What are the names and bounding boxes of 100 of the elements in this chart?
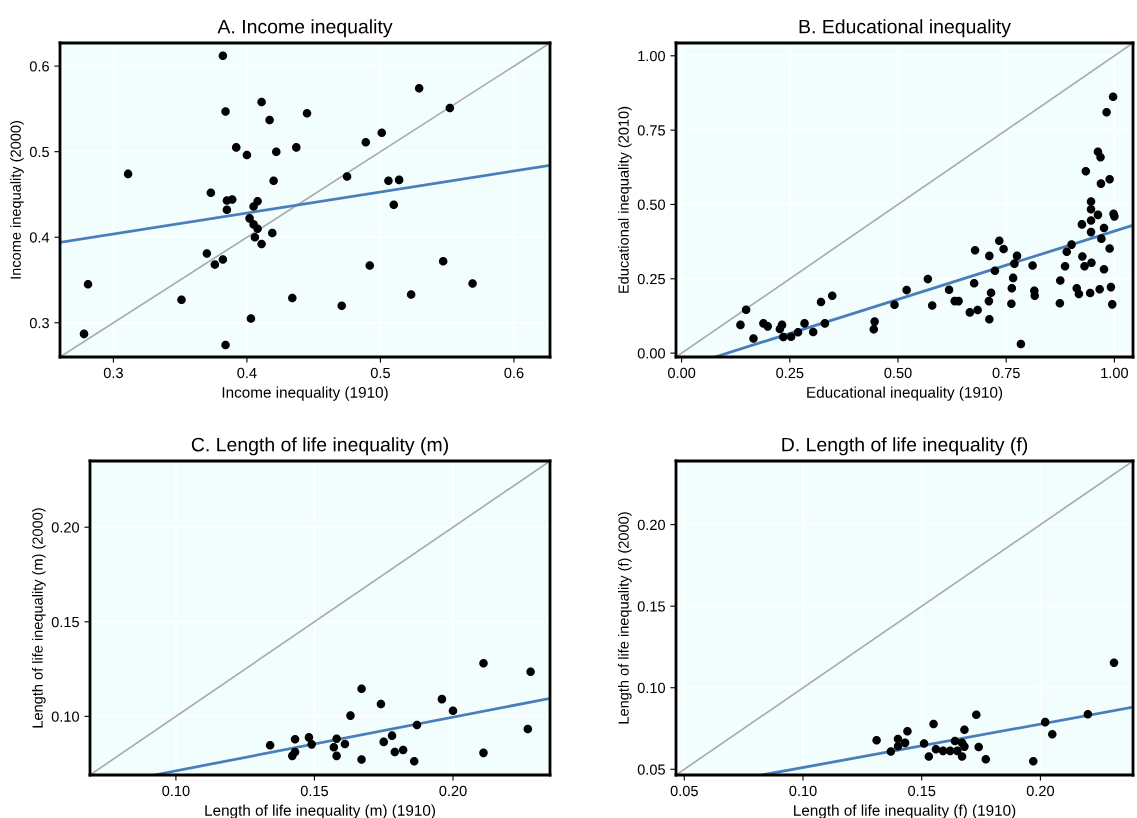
x-tick-label: 0.6: [504, 367, 524, 379]
point: [231, 143, 241, 152]
point: [1029, 757, 1038, 766]
point: [357, 755, 366, 764]
point: [886, 747, 896, 756]
x-axis-title: Income inequality (1910): [222, 386, 388, 401]
y-tick-label: 0.15: [51, 616, 79, 628]
point: [523, 724, 533, 734]
y-tick-label: 0.15: [637, 601, 665, 612]
y-tick-label: 0.3: [29, 317, 49, 329]
point: [384, 176, 393, 186]
point: [1109, 658, 1119, 668]
point: [972, 710, 981, 720]
y-tick-label: 0.20: [637, 519, 666, 531]
point: [903, 727, 912, 736]
point: [361, 137, 371, 147]
x-axis-title: Educational inequality (1910): [807, 386, 1003, 401]
point: [376, 699, 386, 709]
x-tick-label: 0.3: [103, 367, 123, 379]
point: [257, 97, 266, 107]
x-tick-label: 0.20: [1026, 785, 1055, 797]
point: [929, 719, 938, 729]
x-tick-label: 0.5: [370, 367, 390, 379]
x-tick-label: 0.25: [776, 367, 804, 379]
x-tick-label: 1.00: [1101, 367, 1129, 379]
point: [268, 228, 277, 238]
y-tick-label: 0.10: [637, 682, 666, 694]
point: [288, 293, 297, 303]
point: [893, 742, 903, 751]
x-tick-label: 0.75: [992, 367, 1020, 379]
x-tick-label: 0.15: [908, 785, 936, 797]
point: [479, 658, 488, 668]
y-tick-label: 0.6: [29, 61, 49, 72]
x-tick-label: 0.05: [670, 785, 698, 797]
chart-title: D. Length of life inequality (f): [782, 437, 1028, 456]
point: [438, 256, 448, 266]
point: [253, 224, 262, 233]
point: [292, 143, 301, 152]
point: [245, 214, 254, 223]
y-tick-label: 0.20: [51, 522, 80, 533]
y-tick-label: 0.75: [637, 125, 665, 136]
point: [1083, 709, 1093, 719]
point: [900, 738, 910, 748]
point: [210, 260, 220, 269]
point: [246, 314, 256, 323]
point: [265, 115, 274, 125]
x-tick-label: 0.4: [237, 367, 257, 379]
point: [379, 737, 389, 747]
y-tick-label: 0.00: [637, 348, 666, 359]
point: [960, 742, 969, 751]
point: [412, 720, 422, 730]
point: [222, 205, 232, 215]
y-axis-title: Educational inequality (2010): [618, 106, 632, 293]
point: [346, 711, 355, 720]
point: [414, 84, 424, 93]
point: [387, 731, 397, 740]
x-tick-label: 0.00: [668, 367, 696, 379]
y-tick-label: 0.10: [51, 711, 80, 722]
point: [872, 735, 881, 745]
point: [526, 667, 535, 676]
point: [250, 232, 260, 242]
point: [377, 128, 387, 138]
chart-title: A. Income inequality: [217, 19, 393, 38]
x-tick-label: 0.20: [439, 785, 467, 797]
y-axis-title: Length of life inequality (f) (2000): [618, 512, 632, 724]
point: [206, 188, 216, 198]
y-tick-label: 0.50: [637, 199, 666, 210]
y-tick-label: 0.25: [637, 273, 665, 285]
point: [290, 734, 300, 744]
point: [304, 733, 314, 742]
y-axis-title: Income inequality (2000): [10, 121, 24, 279]
point: [123, 169, 133, 179]
point: [218, 51, 228, 61]
point: [398, 745, 408, 755]
point: [960, 725, 969, 735]
point: [221, 340, 230, 350]
y-tick-label: 1.00: [638, 50, 666, 62]
point: [390, 747, 400, 757]
x-tick-label: 0.10: [162, 785, 190, 797]
point: [924, 752, 934, 761]
point: [448, 706, 458, 715]
point: [337, 301, 346, 310]
point: [257, 239, 266, 249]
y-tick-label: 0.05: [637, 764, 665, 775]
y-axis-title: Length of life inequality (m) (2000): [32, 508, 46, 728]
y-tick-label: 0.4: [29, 232, 50, 243]
point: [79, 329, 89, 339]
point: [1040, 717, 1050, 727]
point: [269, 176, 278, 186]
point: [409, 756, 419, 766]
point: [218, 255, 228, 264]
x-tick-label: 0.15: [300, 785, 329, 797]
point: [445, 103, 455, 113]
point: [307, 740, 316, 749]
point: [342, 172, 352, 181]
point: [919, 739, 929, 748]
point: [957, 752, 967, 761]
point: [406, 290, 416, 299]
point: [340, 739, 350, 749]
point: [202, 249, 212, 258]
